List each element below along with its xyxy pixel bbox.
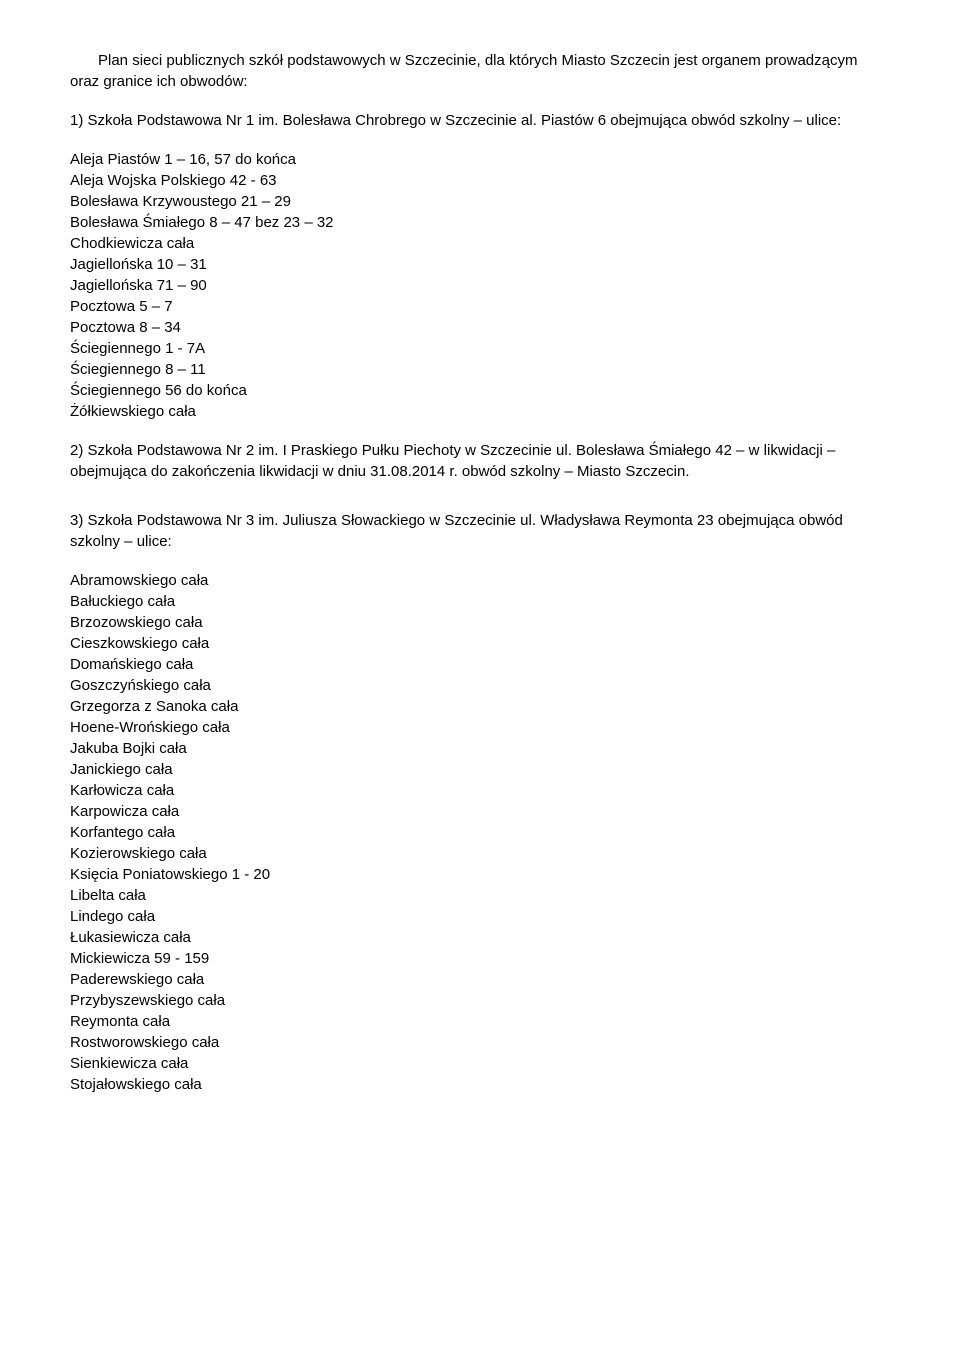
street-item: Janickiego cała (70, 759, 890, 780)
street-item: Przybyszewskiego cała (70, 990, 890, 1011)
street-item: Paderewskiego cała (70, 969, 890, 990)
section1-heading: 1) Szkoła Podstawowa Nr 1 im. Bolesława … (70, 110, 890, 131)
street-item: Aleja Piastów 1 – 16, 57 do końca (70, 149, 890, 170)
street-item: Cieszkowskiego cała (70, 633, 890, 654)
street-item: Chodkiewicza cała (70, 233, 890, 254)
section1-street-list: Aleja Piastów 1 – 16, 57 do końcaAleja W… (70, 149, 890, 422)
street-item: Bolesława Krzywoustego 21 – 29 (70, 191, 890, 212)
street-item: Kozierowskiego cała (70, 843, 890, 864)
street-item: Sienkiewicza cała (70, 1053, 890, 1074)
street-item: Korfantego cała (70, 822, 890, 843)
street-item: Księcia Poniatowskiego 1 - 20 (70, 864, 890, 885)
street-item: Ściegiennego 56 do końca (70, 380, 890, 401)
street-item: Hoene-Wrońskiego cała (70, 717, 890, 738)
street-item: Pocztowa 8 – 34 (70, 317, 890, 338)
street-item: Łukasiewicza cała (70, 927, 890, 948)
street-item: Karłowicza cała (70, 780, 890, 801)
street-item: Rostworowskiego cała (70, 1032, 890, 1053)
street-item: Jagiellońska 71 – 90 (70, 275, 890, 296)
street-item: Grzegorza z Sanoka cała (70, 696, 890, 717)
section2-text: 2) Szkoła Podstawowa Nr 2 im. I Praskieg… (70, 440, 890, 482)
street-item: Jagiellońska 10 – 31 (70, 254, 890, 275)
street-item: Ściegiennego 1 - 7A (70, 338, 890, 359)
street-item: Karpowicza cała (70, 801, 890, 822)
street-item: Lindego cała (70, 906, 890, 927)
street-item: Aleja Wojska Polskiego 42 - 63 (70, 170, 890, 191)
document-intro: Plan sieci publicznych szkół podstawowyc… (70, 50, 890, 92)
street-item: Libelta cała (70, 885, 890, 906)
street-item: Bałuckiego cała (70, 591, 890, 612)
street-item: Goszczyńskiego cała (70, 675, 890, 696)
street-item: Żółkiewskiego cała (70, 401, 890, 422)
street-item: Ściegiennego 8 – 11 (70, 359, 890, 380)
section3-heading: 3) Szkoła Podstawowa Nr 3 im. Juliusza S… (70, 510, 890, 552)
street-item: Mickiewicza 59 - 159 (70, 948, 890, 969)
section3-street-list: Abramowskiego całaBałuckiego całaBrzozow… (70, 570, 890, 1095)
street-item: Pocztowa 5 – 7 (70, 296, 890, 317)
street-item: Bolesława Śmiałego 8 – 47 bez 23 – 32 (70, 212, 890, 233)
street-item: Domańskiego cała (70, 654, 890, 675)
street-item: Abramowskiego cała (70, 570, 890, 591)
street-item: Reymonta cała (70, 1011, 890, 1032)
street-item: Stojałowskiego cała (70, 1074, 890, 1095)
street-item: Brzozowskiego cała (70, 612, 890, 633)
street-item: Jakuba Bojki cała (70, 738, 890, 759)
